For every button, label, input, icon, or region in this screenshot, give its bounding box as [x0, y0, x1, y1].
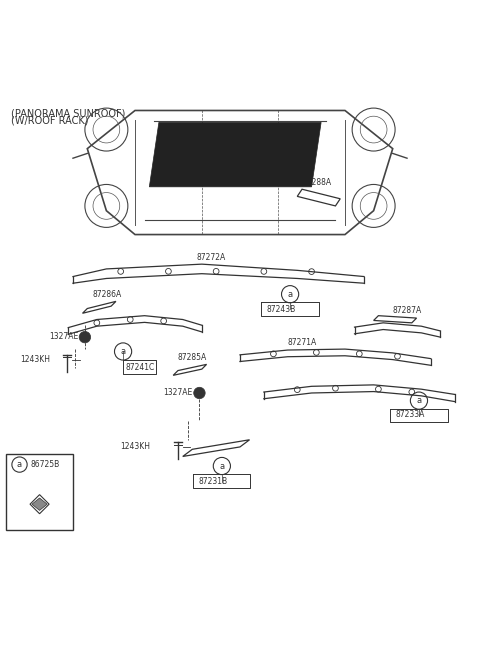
Text: 87288A: 87288A — [302, 178, 331, 187]
Circle shape — [194, 387, 205, 399]
Text: a: a — [219, 461, 225, 471]
Text: a: a — [17, 460, 22, 469]
Text: 87233A: 87233A — [395, 411, 424, 420]
Text: 87286A: 87286A — [92, 290, 121, 299]
Polygon shape — [32, 498, 47, 510]
Text: a: a — [416, 396, 421, 405]
Polygon shape — [149, 122, 321, 187]
Text: 1327AE: 1327AE — [49, 332, 78, 341]
Text: (W/ROOF RACK): (W/ROOF RACK) — [11, 115, 88, 125]
Text: 87285A: 87285A — [178, 354, 207, 362]
Text: 1327AE: 1327AE — [164, 389, 193, 397]
Text: 87243B: 87243B — [266, 304, 296, 313]
Text: 1243KH: 1243KH — [120, 442, 151, 451]
Text: 1243KH: 1243KH — [21, 355, 50, 364]
Text: 87241C: 87241C — [125, 363, 155, 372]
Text: (PANORAMA SUNROOF): (PANORAMA SUNROOF) — [11, 108, 125, 118]
Text: 87287A: 87287A — [393, 306, 422, 315]
Text: 87271A: 87271A — [288, 338, 317, 346]
Text: 86725B: 86725B — [31, 460, 60, 469]
Text: 87231B: 87231B — [198, 477, 227, 486]
Text: 87272A: 87272A — [197, 253, 226, 262]
Text: a: a — [288, 290, 293, 299]
Text: a: a — [120, 347, 126, 356]
Circle shape — [79, 331, 91, 343]
